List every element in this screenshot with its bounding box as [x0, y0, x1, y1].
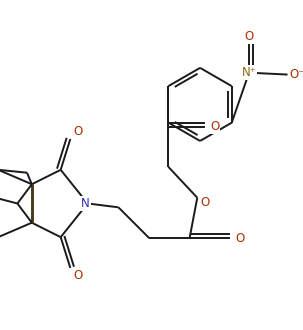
Text: O: O: [235, 232, 244, 245]
Text: O: O: [73, 125, 83, 138]
Text: O: O: [73, 269, 83, 282]
Text: O: O: [210, 120, 219, 133]
Text: O⁻: O⁻: [289, 68, 303, 81]
Text: N: N: [81, 197, 90, 210]
Text: N⁺: N⁺: [241, 66, 256, 79]
Text: O: O: [245, 30, 254, 43]
Text: O: O: [200, 196, 210, 209]
